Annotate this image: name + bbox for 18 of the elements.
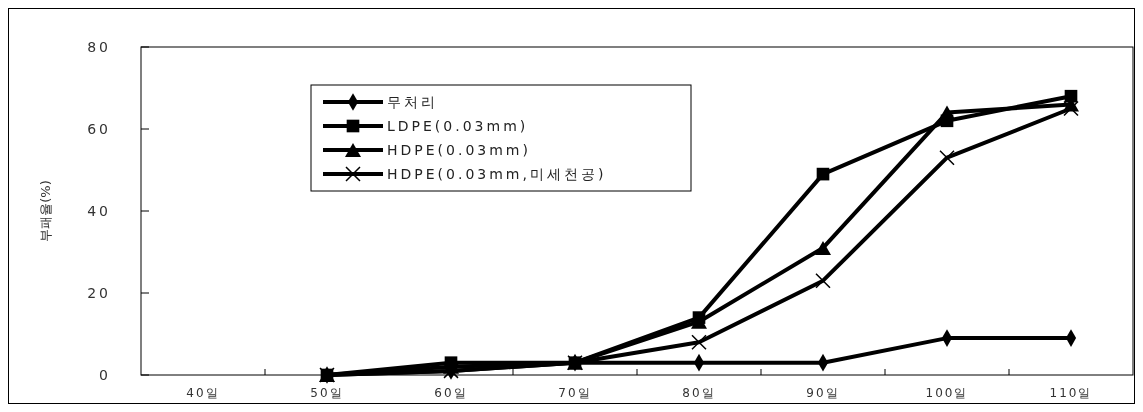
x-tick-label: 110일: [1049, 386, 1093, 400]
legend-label: LDPE(0.03mm): [387, 117, 529, 134]
x-tick-label: 50일: [310, 386, 344, 400]
x-tick-label: 80일: [682, 386, 716, 400]
x-tick-label: 60일: [434, 386, 468, 400]
legend-label: 무처리: [387, 93, 438, 110]
y-axis-title: 부패율(%): [38, 180, 53, 242]
legend-label: HDPE(0.03mm): [387, 141, 531, 158]
legend-label: HDPE(0.03mm,미세천공): [387, 165, 607, 182]
y-tick-label: 60: [87, 120, 111, 137]
x-tick-label: 100일: [925, 386, 969, 400]
y-tick-label: 0: [99, 366, 111, 383]
y-tick-label: 20: [87, 284, 111, 301]
y-tick-label: 80: [87, 38, 111, 55]
y-tick-label: 40: [87, 202, 111, 219]
x-tick-label: 40일: [186, 386, 220, 400]
x-tick-label: 90일: [806, 386, 840, 400]
x-tick-label: 70일: [558, 386, 592, 400]
